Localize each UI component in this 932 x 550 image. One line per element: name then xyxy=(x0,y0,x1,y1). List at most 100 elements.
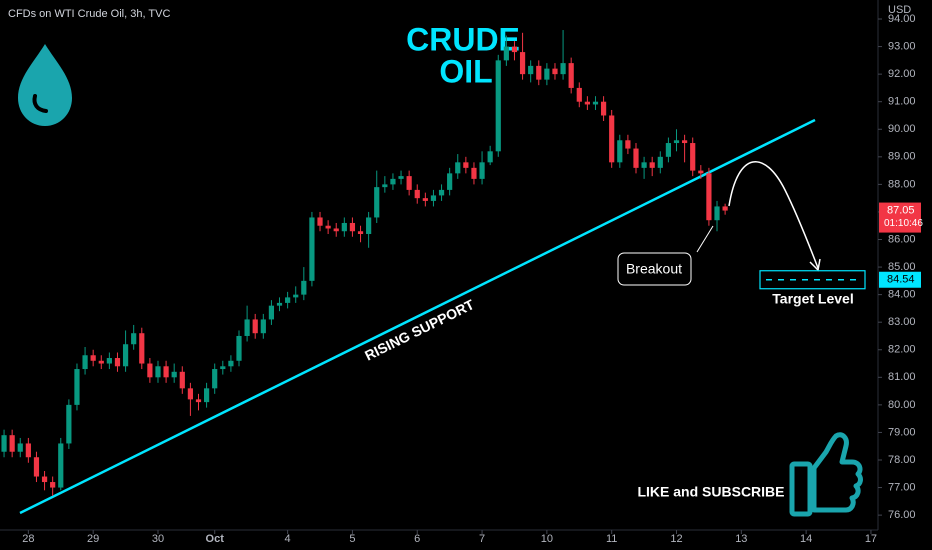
y-tick-label: 81.00 xyxy=(888,371,916,383)
candle-body xyxy=(544,68,550,80)
breakout-label: Breakout xyxy=(626,261,682,277)
candle-body xyxy=(600,101,607,116)
candle-body xyxy=(471,167,477,179)
last-price: 87.05 xyxy=(887,204,915,216)
candle-body xyxy=(74,369,80,405)
candle-body xyxy=(414,189,420,199)
candle-body xyxy=(617,140,623,163)
candle-body xyxy=(276,302,283,306)
candle-body xyxy=(285,297,291,303)
candle-body xyxy=(382,184,388,188)
candle-body xyxy=(374,187,380,218)
candle-body xyxy=(479,162,485,179)
candle-body xyxy=(98,360,104,364)
candle-body xyxy=(649,162,655,168)
x-tick-label: 17 xyxy=(865,533,877,545)
headline: OIL xyxy=(439,53,492,89)
candle-body xyxy=(706,173,712,221)
candle-body xyxy=(309,217,315,281)
candle-body xyxy=(268,305,275,320)
candle-body xyxy=(171,371,177,378)
candle-body xyxy=(625,140,631,149)
candle-body xyxy=(592,101,599,105)
candle-body xyxy=(438,189,445,196)
candle-body xyxy=(66,404,72,444)
candle-body xyxy=(25,443,31,458)
candle-body xyxy=(228,360,234,367)
x-tick-label: 29 xyxy=(87,533,99,545)
candle-body xyxy=(568,63,574,88)
candle-body xyxy=(90,355,96,361)
candle-body xyxy=(252,319,258,334)
candle-body xyxy=(244,319,250,336)
candle-body xyxy=(1,435,7,452)
candle-body xyxy=(203,388,210,403)
candle-body xyxy=(58,443,64,488)
thumbs-up-icon xyxy=(789,432,863,517)
candle-body xyxy=(430,195,437,201)
candle-body xyxy=(511,46,518,53)
candle-body xyxy=(357,231,364,234)
x-tick-label: 13 xyxy=(735,533,747,545)
y-tick-label: 83.00 xyxy=(888,316,916,328)
y-tick-label: 89.00 xyxy=(888,151,916,163)
candle-body xyxy=(317,217,323,226)
candle-body xyxy=(106,358,112,364)
breakout-pointer xyxy=(696,225,714,253)
y-tick-label: 84.00 xyxy=(888,289,916,301)
candle-body xyxy=(179,371,185,389)
y-tick-label: 78.00 xyxy=(888,454,916,466)
candle-body xyxy=(463,162,469,168)
candle-body xyxy=(398,176,404,179)
candle-body xyxy=(690,143,696,171)
price-unit: USD xyxy=(888,4,911,16)
x-tick-label: 4 xyxy=(285,533,291,545)
y-tick-label: 91.00 xyxy=(888,96,916,108)
candle-body xyxy=(341,222,347,232)
y-tick-label: 85.00 xyxy=(888,261,916,273)
x-tick-label: 5 xyxy=(349,533,355,545)
candle-body xyxy=(260,319,266,334)
candle-body xyxy=(366,217,372,234)
candle-body xyxy=(406,176,412,190)
candle-body xyxy=(519,52,526,75)
candle-body xyxy=(633,148,639,168)
y-tick-label: 88.00 xyxy=(888,178,916,190)
candle-body xyxy=(195,399,202,403)
candle-body xyxy=(698,170,704,174)
candle-body xyxy=(293,294,299,298)
candle-body xyxy=(139,333,145,364)
x-tick-label: 7 xyxy=(479,533,485,545)
breakout-box xyxy=(617,252,692,286)
candle-body xyxy=(220,366,226,370)
candle-body xyxy=(503,46,509,61)
y-tick-label: 93.00 xyxy=(888,40,916,52)
candle-body xyxy=(447,173,453,190)
candle-body xyxy=(41,476,48,483)
candle-body xyxy=(576,87,582,102)
target-label: Target Level xyxy=(772,291,853,307)
y-tick-label: 80.00 xyxy=(888,399,916,411)
arrow-head xyxy=(809,258,821,272)
candle-body xyxy=(455,162,461,174)
y-tick-label: 76.00 xyxy=(888,509,916,521)
candle-body xyxy=(212,369,218,389)
candle-body xyxy=(131,333,137,345)
headline: CRUDE xyxy=(406,21,520,57)
candle-body xyxy=(665,143,672,157)
support-line xyxy=(19,118,816,515)
y-tick-label: 79.00 xyxy=(888,426,916,438)
countdown: 01:10:46 xyxy=(884,218,923,229)
candle-body xyxy=(82,355,88,370)
x-tick-label: 11 xyxy=(606,533,617,545)
candle-body xyxy=(9,435,15,452)
projection-arrow xyxy=(728,161,819,269)
candle-body xyxy=(641,162,647,168)
candle-body xyxy=(536,65,542,80)
y-tick-label: 77.00 xyxy=(888,481,916,493)
candle-body xyxy=(528,65,534,75)
x-tick-label: 30 xyxy=(152,533,164,545)
candle-body xyxy=(325,225,331,229)
